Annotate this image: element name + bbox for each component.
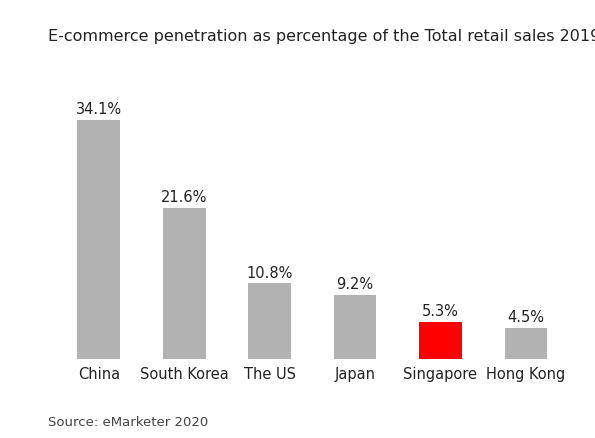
Bar bbox=[248, 283, 291, 359]
Bar bbox=[163, 208, 206, 359]
Text: E-commerce penetration as percentage of the Total retail sales 2019: E-commerce penetration as percentage of … bbox=[48, 29, 595, 44]
Text: 4.5%: 4.5% bbox=[508, 310, 544, 325]
Bar bbox=[77, 120, 120, 359]
Bar bbox=[334, 295, 377, 359]
Text: 5.3%: 5.3% bbox=[422, 304, 459, 319]
Text: 34.1%: 34.1% bbox=[76, 102, 122, 117]
Bar bbox=[505, 328, 547, 359]
Text: Source: eMarketer 2020: Source: eMarketer 2020 bbox=[48, 416, 208, 429]
Bar bbox=[419, 322, 462, 359]
Text: 9.2%: 9.2% bbox=[337, 277, 374, 292]
Text: 21.6%: 21.6% bbox=[161, 190, 208, 205]
Text: 10.8%: 10.8% bbox=[246, 266, 293, 281]
